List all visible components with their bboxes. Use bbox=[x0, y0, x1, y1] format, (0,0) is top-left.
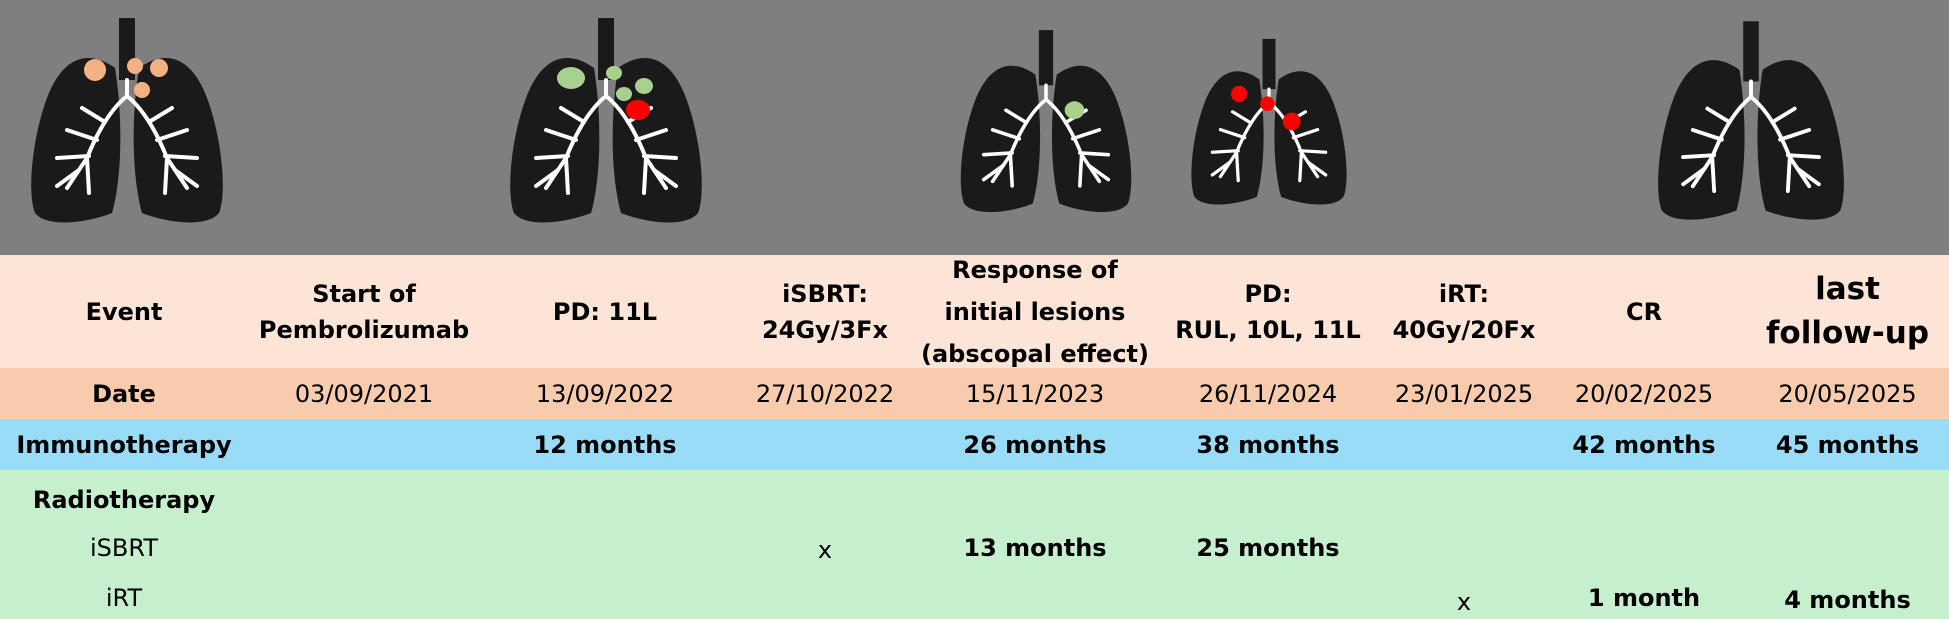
event-cell-cr: CR bbox=[1542, 255, 1746, 368]
date-cell: 27/10/2022 bbox=[755, 379, 895, 408]
isbrt-duration: 13 months bbox=[963, 534, 1107, 562]
lesion-baseline-marker bbox=[84, 59, 106, 81]
irt-duration: 4 months bbox=[1784, 586, 1911, 614]
date-cell: 20/02/2025 bbox=[1574, 379, 1714, 408]
event-cell-response: Response of initial lesions (abscopal effe… bbox=[920, 255, 1150, 368]
event-line: iRT: bbox=[1438, 279, 1490, 308]
lesion-progressing-marker bbox=[1282, 112, 1301, 131]
date-cell: 20/05/2025 bbox=[1778, 379, 1917, 408]
event-line: PD: bbox=[1244, 279, 1292, 308]
event-cell-pd-11l: PD: 11L bbox=[480, 255, 730, 368]
event-line: follow-up bbox=[1765, 314, 1930, 351]
date-row-label: Date bbox=[92, 379, 156, 408]
isbrt-row-label: iSBRT bbox=[90, 534, 158, 562]
event-line: 40Gy/20Fx bbox=[1392, 315, 1536, 344]
event-line: CR bbox=[1625, 297, 1663, 326]
lesion-responding-marker bbox=[1064, 101, 1085, 120]
immunotherapy-duration: 38 months bbox=[1196, 430, 1340, 459]
date-cell: 03/09/2021 bbox=[294, 379, 434, 408]
lung-illustration-response bbox=[957, 18, 1135, 238]
event-line: (abscopal effect) bbox=[921, 339, 1149, 368]
event-line: RUL, 10L, 11L bbox=[1175, 315, 1361, 344]
lung-illustration-baseline bbox=[22, 16, 232, 238]
lesion-responding-marker bbox=[635, 78, 653, 94]
date-cell: 26/11/2024 bbox=[1198, 379, 1338, 408]
lesion-baseline-marker bbox=[134, 82, 150, 98]
lesion-baseline-marker bbox=[150, 59, 168, 77]
event-line: 24Gy/3Fx bbox=[761, 315, 889, 344]
radiotherapy-section: Radiotherapy iSBRT x 13 months 25 months… bbox=[0, 470, 1949, 619]
event-cell-isbrt: iSBRT: 24Gy/3Fx bbox=[730, 255, 920, 368]
immunotherapy-duration: 45 months bbox=[1775, 430, 1920, 459]
event-row-label: Event bbox=[85, 297, 163, 326]
event-line: PD: 11L bbox=[552, 297, 658, 326]
event-cell-last-follow-up: last follow-up bbox=[1746, 255, 1949, 368]
lesion-baseline-marker bbox=[127, 58, 143, 74]
event-line: initial lesions bbox=[944, 297, 1126, 326]
isbrt-duration: 25 months bbox=[1196, 534, 1340, 562]
date-cell: 23/01/2025 bbox=[1394, 379, 1534, 408]
lesion-responding-marker bbox=[557, 67, 585, 89]
event-line: Start of bbox=[312, 279, 416, 308]
lung-illustration-progression-11l bbox=[485, 16, 727, 238]
date-cell: 13/09/2022 bbox=[535, 379, 675, 408]
date-cell: 15/11/2023 bbox=[965, 379, 1105, 408]
lesion-progressing-marker bbox=[1260, 96, 1275, 111]
lung-image-band bbox=[0, 0, 1949, 255]
immunotherapy-row-label: Immunotherapy bbox=[16, 430, 232, 459]
date-row: Date 03/09/2021 13/09/2022 27/10/2022 15… bbox=[0, 368, 1949, 419]
radiotherapy-label: Radiotherapy bbox=[32, 486, 216, 514]
lesion-responding-marker bbox=[606, 66, 622, 80]
irt-duration: 1 month bbox=[1587, 584, 1701, 612]
lesion-responding-marker bbox=[616, 87, 632, 101]
lung-illustration-progression-rul bbox=[1188, 18, 1350, 238]
immunotherapy-duration: 26 months bbox=[963, 430, 1107, 459]
event-cell-pd-rul: PD: RUL, 10L, 11L bbox=[1150, 255, 1386, 368]
lesion-progressing-marker bbox=[1230, 85, 1248, 103]
immunotherapy-row: Immunotherapy 12 months 26 months 38 mon… bbox=[0, 419, 1949, 470]
event-cell-start: Start of Pembrolizumab bbox=[248, 255, 480, 368]
event-cell-irt: iRT: 40Gy/20Fx bbox=[1386, 255, 1542, 368]
event-line: iSBRT: bbox=[782, 279, 868, 308]
event-line: Pembrolizumab bbox=[258, 315, 470, 344]
lesion-progressing-marker bbox=[626, 100, 650, 120]
isbrt-marker: x bbox=[817, 536, 833, 564]
irt-marker: x bbox=[1456, 588, 1472, 616]
event-row: Event Start of Pembrolizumab PD: 11L iSBR… bbox=[0, 255, 1949, 368]
event-line: Response of bbox=[952, 255, 1118, 284]
immunotherapy-duration: 42 months bbox=[1572, 430, 1716, 459]
event-line: last bbox=[1815, 271, 1880, 308]
irt-row-label: iRT bbox=[105, 584, 143, 612]
immunotherapy-duration: 12 months bbox=[533, 430, 677, 459]
lung-illustration-complete-response bbox=[1654, 18, 1848, 238]
